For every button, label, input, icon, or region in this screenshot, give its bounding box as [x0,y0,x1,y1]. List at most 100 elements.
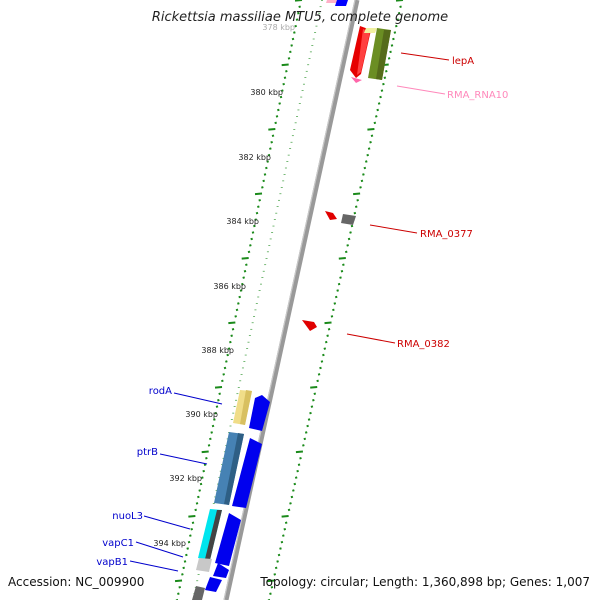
ruler-minor-tick [190,527,193,531]
ruler-label: 390 kbp [185,410,218,419]
ruler-ticks-left [174,0,303,600]
ruler-minor-tick [333,302,337,305]
ruler-minor-tick [297,463,301,466]
ruler-minor-tick [215,405,219,408]
gene-arrow-lepa-shadow[interactable] [357,29,370,75]
ruler-minor-tick [287,508,291,512]
ruler-major-tick [395,0,404,2]
gene-arrow-vapc1[interactable] [196,558,212,572]
feature-label-lepa[interactable]: lepA [452,56,474,67]
ruler-minor-tick [376,108,379,112]
ruler-minor-tick [326,334,329,337]
ruler-minor-tick [282,534,285,537]
leader-line-rma-0382 [346,333,396,344]
ruler-minor-tick [322,353,325,357]
gene-arrow-grey[interactable] [341,214,356,225]
ruler-minor-tick [366,153,369,157]
ruler-label: 392 kbp [169,474,202,483]
ruler-minor-tick [287,57,291,60]
accession-text: Accession: NC_009900 [8,575,145,589]
gene-arrow-nuol3-shade[interactable] [205,510,222,560]
ruler-minor-tick [283,76,287,79]
ruler-minor-tick [323,347,327,350]
gene-arrow-blue-b[interactable] [232,438,262,508]
ruler-minor-tick [230,334,233,337]
ruler-major-tick [267,579,275,583]
ruler-minor-tick [369,140,372,144]
feature-label-ptrb[interactable]: ptrB [137,447,158,458]
gene-arrow-rma-0382[interactable] [302,320,317,331]
ruler-minor-tick [284,521,288,525]
ruler-minor-tick [195,502,199,505]
ruler-labels: 378 kbp 380 kbp 382 kbp 384 kbp 386 kbp … [153,23,295,548]
feature-label-rma-0377[interactable]: RMA_0377 [420,229,473,240]
ruler-minor-tick [285,69,288,73]
feature-labels: lepA RMA_RNA10 RMA_0377 RMA_0382 rodA pt… [96,56,508,568]
gene-arrow-blue-d[interactable] [213,563,229,578]
ruler-minor-tick [346,244,349,247]
gene-arrow-cap[interactable] [364,28,377,33]
ruler-major-tick [174,579,183,583]
ruler-major-tick [353,192,361,196]
ruler-minor-tick [265,166,268,170]
ruler-minor-tick [297,11,300,15]
ruler-minor-tick [332,308,335,312]
ruler-label: 382 kbp [238,153,271,162]
ruler-minor-tick [186,547,189,550]
ruler-minor-tick [360,179,364,183]
ruler-minor-tick [225,360,228,363]
ruler-minor-tick [399,5,402,9]
ruler-minor-tick [299,456,302,460]
ruler-minor-tick [242,276,245,279]
ruler-minor-tick [243,269,247,273]
ruler-minor-tick [282,82,285,86]
feature-label-rma-rna10[interactable]: RMA_RNA10 [447,90,508,101]
ruler-minor-tick [198,489,201,492]
ruler-minor-tick [227,347,231,350]
ruler-minor-tick [269,147,272,150]
ruler-major-tick [281,63,289,67]
ruler-minor-tick [271,134,275,138]
ruler-label: 384 kbp [226,217,259,226]
gene-arrow-blue-a[interactable] [249,395,270,431]
ruler-minor-tick [337,282,341,286]
feature-label-vapc1[interactable]: vapC1 [102,538,134,549]
ruler-minor-tick [363,166,367,170]
gene-arrow-forward[interactable] [326,0,337,3]
ruler-minor-tick [269,592,272,595]
gene-arrow-ptrb-shade[interactable] [224,433,244,505]
feature-label-nuol3[interactable]: nuoL3 [112,511,143,522]
feature-label-vapb1[interactable]: vapB1 [96,557,128,568]
ruler-minor-tick [203,463,207,466]
feature-label-roda[interactable]: rodA [149,386,172,397]
gene-arrow-bottom[interactable] [192,586,205,600]
ruler-minor-tick [221,379,224,383]
gene-arrow-rma-0377[interactable] [325,211,337,220]
ruler-minor-tick [245,263,248,267]
leader-line-roda [173,392,223,405]
gene-arrow-blue-e[interactable] [205,577,222,592]
gene-arrow-roda-shade[interactable] [240,390,252,425]
ruler-minor-tick [353,211,357,215]
gene-arrow-olive-shade[interactable] [376,30,391,80]
leader-line-lepa [400,52,450,61]
rna-marker-rma-rna10[interactable] [351,77,362,83]
ruler-minor-tick [396,18,399,21]
gene-arrow-blue-c[interactable] [215,513,241,566]
ruler-minor-tick [290,495,294,499]
feature-label-rma-0382[interactable]: RMA_0382 [397,339,450,350]
label-leaders [129,52,450,572]
ruler-minor-tick [217,398,220,402]
ruler-minor-tick [211,424,215,428]
ruler-minor-tick [394,24,398,28]
gene-arrow-blue-top[interactable] [335,0,348,6]
ruler-minor-tick [362,173,365,176]
ruler-minor-tick [379,95,382,99]
ruler-minor-tick [194,508,197,512]
ruler-major-tick [324,321,332,325]
ruler-minor-tick [384,69,388,73]
ruler-major-tick [294,0,303,2]
ruler-major-tick [214,386,223,389]
ruler-minor-tick [241,282,244,286]
